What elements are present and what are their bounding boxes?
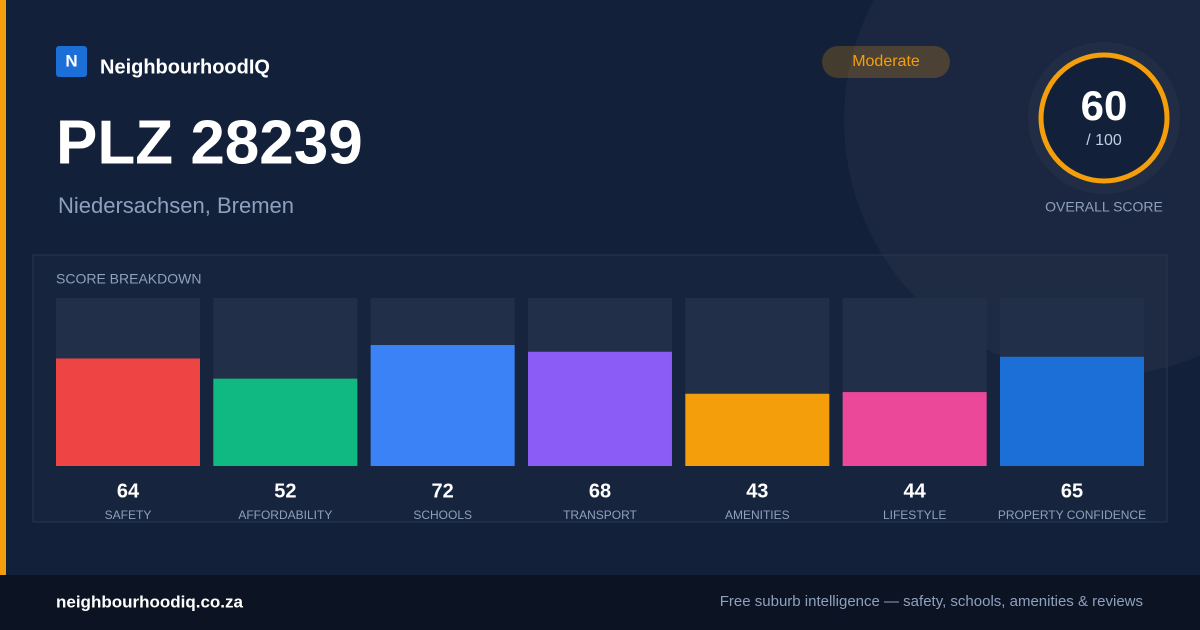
badge-text: Moderate [852,53,920,70]
overall-score: 60 [1081,82,1128,129]
bar [842,392,987,466]
value-label: 72 [432,480,454,502]
value-label: 44 [904,480,927,502]
logo-letter: N [65,51,77,70]
title: PLZ 28239 [56,108,363,177]
footer-site: neighbourhoodiq.co.za [56,592,244,611]
bar [56,358,200,466]
subtitle: Niedersachsen, Bremen [58,193,294,218]
bar [213,378,358,466]
chart-title: SCORE BREAKDOWN [56,271,201,287]
value-label: 64 [117,480,140,502]
category-label: PROPERTY CONFIDENCE [998,508,1146,522]
logo [56,46,87,77]
category-label: SCHOOLS [413,508,472,522]
overall-label: OVERALL SCORE [1045,199,1163,215]
value-label: 52 [274,480,296,502]
overall-out-of: / 100 [1086,132,1122,149]
bar [370,345,515,466]
value-label: 43 [746,480,768,502]
footer [0,575,1200,630]
score-ring [1038,52,1170,184]
value-label: 65 [1061,480,1083,502]
bar [685,393,830,466]
breakdown-panel [32,254,1168,523]
category-label: AMENITIES [725,508,790,522]
accent-stripe [0,0,6,575]
category-label: SAFETY [105,508,152,522]
value-label: 68 [589,480,611,502]
badge [822,46,950,78]
bar [999,356,1144,466]
category-label: LIFESTYLE [883,508,946,522]
bar [527,351,672,466]
brand-name: NeighbourhoodIQ [100,56,270,78]
category-label: AFFORDABILITY [238,508,332,522]
category-label: TRANSPORT [563,508,637,522]
footer-tagline: Free suburb intelligence — safety, schoo… [720,593,1143,610]
